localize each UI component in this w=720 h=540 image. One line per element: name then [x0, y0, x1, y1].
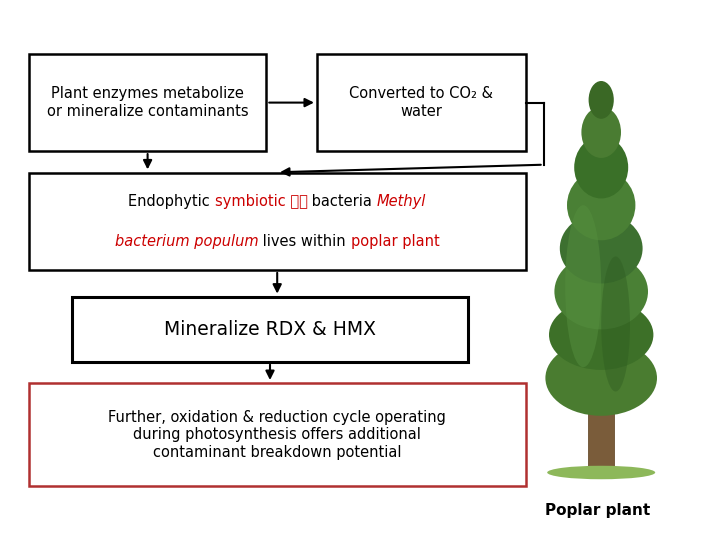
Ellipse shape — [582, 107, 621, 158]
Text: Plant enzymes metabolize
or mineralize contaminants: Plant enzymes metabolize or mineralize c… — [47, 86, 248, 119]
FancyBboxPatch shape — [317, 54, 526, 151]
FancyBboxPatch shape — [72, 297, 468, 362]
FancyBboxPatch shape — [29, 54, 266, 151]
Ellipse shape — [560, 213, 642, 284]
Ellipse shape — [547, 465, 655, 480]
Text: Endophytic: Endophytic — [128, 194, 215, 209]
Ellipse shape — [546, 340, 657, 416]
Text: Further, oxidation & reduction cycle operating
during photosynthesis offers addi: Further, oxidation & reduction cycle ope… — [108, 410, 446, 460]
Ellipse shape — [565, 205, 601, 367]
Ellipse shape — [588, 81, 613, 119]
FancyBboxPatch shape — [29, 383, 526, 486]
Text: lives within: lives within — [258, 234, 351, 249]
Ellipse shape — [601, 256, 630, 392]
Bar — [588, 405, 614, 475]
Text: Poplar plant: Poplar plant — [545, 503, 650, 518]
Ellipse shape — [567, 170, 636, 240]
Text: symbiotic 공생: symbiotic 공생 — [215, 194, 307, 209]
Text: Converted to CO₂ &
water: Converted to CO₂ & water — [349, 86, 493, 119]
FancyBboxPatch shape — [29, 173, 526, 270]
Text: Mineralize RDX & HMX: Mineralize RDX & HMX — [164, 320, 376, 339]
Text: bacteria: bacteria — [307, 194, 377, 209]
Ellipse shape — [549, 300, 654, 370]
Ellipse shape — [575, 137, 628, 199]
Text: poplar plant: poplar plant — [351, 234, 439, 249]
Text: Methyl: Methyl — [377, 194, 426, 209]
Text: bacterium populum: bacterium populum — [114, 234, 258, 249]
Ellipse shape — [554, 254, 648, 329]
